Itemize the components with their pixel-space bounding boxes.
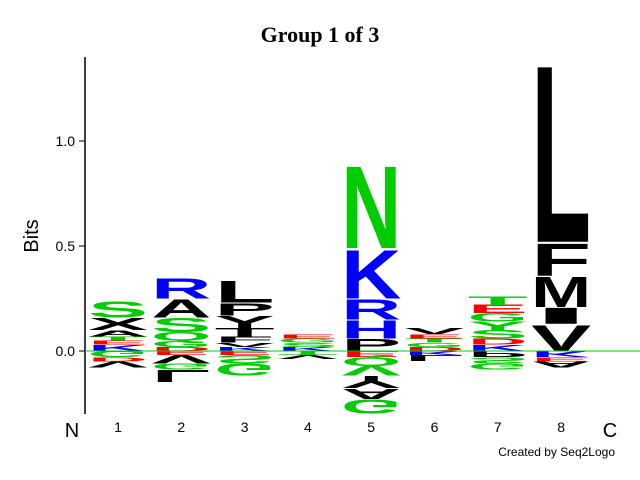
logo-letter: K bbox=[405, 350, 465, 356]
logo-letter: A bbox=[88, 329, 148, 339]
logo-letter: S bbox=[88, 297, 148, 323]
logo-letter: S bbox=[278, 342, 338, 348]
logo-letter: P bbox=[341, 336, 401, 355]
logo-letter: Q bbox=[341, 355, 401, 368]
logo-letter: V bbox=[88, 360, 148, 370]
logo-letter: M bbox=[531, 268, 591, 316]
logo-letter: P bbox=[215, 300, 275, 319]
logo-letter: T bbox=[405, 337, 465, 343]
logo-letter: S bbox=[151, 314, 211, 336]
logo-letter: T bbox=[468, 295, 528, 308]
logo-letter: G bbox=[151, 362, 211, 372]
logo-letter: E bbox=[468, 303, 528, 316]
x-tick-label: 7 bbox=[494, 419, 502, 435]
logo-letter: F bbox=[531, 235, 591, 286]
y-axis-label: Bits bbox=[21, 219, 43, 252]
x-tick-label: 8 bbox=[557, 419, 565, 435]
logo-letter: S bbox=[468, 355, 528, 365]
logo-letter: G bbox=[468, 362, 528, 372]
chart-title: Group 1 of 3 bbox=[261, 22, 380, 47]
x-tick-label: 4 bbox=[304, 419, 312, 435]
logo-letter: K bbox=[278, 346, 338, 352]
logo-letter: G bbox=[151, 339, 211, 349]
logo-letter: L bbox=[531, 13, 591, 296]
logo-letter: S bbox=[215, 353, 275, 366]
c-terminus-label: C bbox=[603, 420, 617, 442]
logo-letter: V bbox=[278, 354, 338, 360]
logo-letter: G bbox=[405, 342, 465, 348]
logo-letter: V bbox=[215, 342, 275, 348]
logo-letter: V bbox=[341, 362, 401, 378]
logo-letter: K bbox=[88, 343, 148, 353]
logo-letter: V bbox=[405, 327, 465, 337]
logo-letter: A bbox=[151, 294, 211, 323]
logo-letter: R bbox=[151, 272, 211, 304]
logo-letter: N bbox=[341, 142, 401, 274]
logo-letter: E bbox=[151, 350, 211, 356]
credit: Created by Seq2Logo bbox=[498, 445, 615, 459]
x-tick-label: 3 bbox=[241, 419, 249, 435]
logo-letter: K bbox=[341, 237, 401, 314]
logo-letter: G bbox=[468, 311, 528, 324]
logo-letter: R bbox=[341, 293, 401, 325]
y-tick-label: 1.0 bbox=[56, 133, 76, 149]
logo-letter: D bbox=[88, 356, 148, 362]
x-tick-label: 6 bbox=[431, 419, 439, 435]
y-tick-label: 0.0 bbox=[56, 343, 76, 359]
x-tick-label: 2 bbox=[177, 419, 185, 435]
logo-letter: Q bbox=[151, 330, 211, 343]
logo-letter: T bbox=[88, 335, 148, 341]
logo-letter: L bbox=[215, 274, 275, 309]
logo-letter: V bbox=[531, 317, 591, 359]
logo-letter: P bbox=[468, 349, 528, 359]
logo-letter: E bbox=[278, 333, 338, 339]
logo-letter: K bbox=[531, 349, 591, 359]
logo-letter: E bbox=[405, 333, 465, 339]
logo-letter: E bbox=[88, 340, 148, 346]
logo-letter: Y bbox=[341, 372, 401, 391]
logo-letter: X bbox=[88, 315, 148, 334]
logo-letter: G bbox=[341, 395, 401, 417]
x-tick-label: 1 bbox=[114, 419, 122, 435]
logo-letter: D bbox=[151, 346, 211, 352]
logo-letter: G bbox=[88, 349, 148, 359]
logo-letter: G bbox=[278, 337, 338, 343]
logo-letter: A bbox=[341, 386, 401, 402]
logo-letter: K bbox=[215, 346, 275, 352]
logo-letter: V bbox=[151, 353, 211, 366]
logo-letter: T bbox=[215, 326, 275, 339]
logo-letter: L bbox=[151, 366, 211, 385]
logo-letter: H bbox=[341, 315, 401, 344]
y-tick-label: 0.5 bbox=[56, 238, 76, 254]
x-tick-label: 5 bbox=[367, 419, 375, 435]
logo-letter: Y bbox=[468, 320, 528, 333]
logo-letter: E bbox=[341, 349, 401, 359]
logo-letter: E bbox=[531, 356, 591, 362]
logo-letter: D bbox=[468, 337, 528, 347]
logo-letter: T bbox=[278, 350, 338, 356]
logo-letter: D bbox=[405, 346, 465, 352]
logo-letter: G bbox=[215, 360, 275, 379]
logo-letter: F bbox=[215, 335, 275, 345]
n-terminus-label: N bbox=[65, 420, 79, 442]
logo-letter: I bbox=[531, 303, 591, 329]
logo-letter: L bbox=[405, 353, 465, 363]
logo-letter: E bbox=[215, 350, 275, 356]
logo-letter: K bbox=[468, 343, 528, 353]
logo-letter: S bbox=[468, 328, 528, 341]
logo-letter: A bbox=[531, 360, 591, 370]
logo-letter: Y bbox=[215, 312, 275, 331]
